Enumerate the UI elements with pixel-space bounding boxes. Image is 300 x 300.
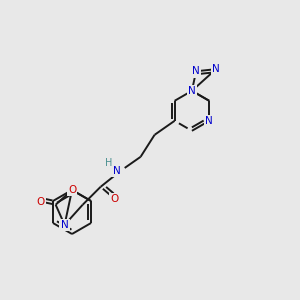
Text: O: O — [110, 194, 119, 204]
Text: N: N — [113, 166, 121, 176]
Text: H: H — [105, 158, 112, 168]
Text: N: N — [188, 86, 196, 96]
Text: O: O — [68, 185, 76, 195]
Text: O: O — [37, 196, 45, 207]
Text: N: N — [61, 220, 68, 230]
Text: N: N — [192, 66, 200, 76]
Text: N: N — [212, 64, 220, 74]
Text: N: N — [206, 116, 213, 126]
Text: N: N — [188, 86, 196, 96]
